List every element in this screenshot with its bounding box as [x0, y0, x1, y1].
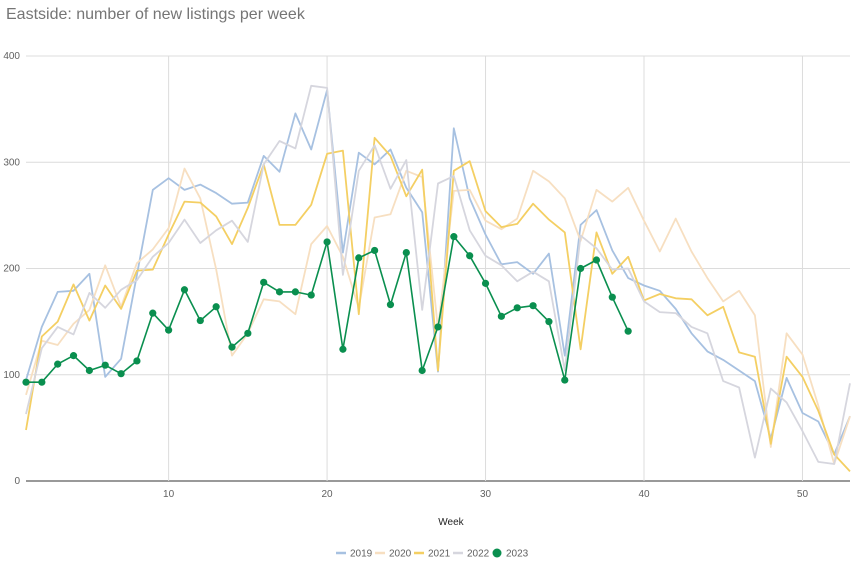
- y-tick-label: 200: [3, 264, 20, 275]
- x-axis-label: Week: [438, 517, 464, 528]
- legend-marker: [492, 548, 502, 558]
- data-point-2023: [101, 361, 109, 369]
- x-tick-label: 20: [322, 489, 334, 500]
- data-point-2023: [212, 303, 220, 311]
- axes: 0 100 200 300 400 10 20 30 40 50 Week: [3, 51, 808, 528]
- x-tick-label: 40: [638, 489, 650, 500]
- legend-item-2022: 2022: [453, 549, 490, 560]
- legend-label: 2021: [428, 549, 451, 560]
- series-line-2019: [25, 89, 851, 456]
- data-point-2023: [355, 254, 363, 262]
- y-tick-label: 300: [3, 157, 20, 168]
- legend-item-2020: 2020: [375, 549, 412, 560]
- series-2019: [25, 89, 851, 456]
- data-point-2023: [402, 248, 410, 257]
- legend-label: 2022: [467, 549, 490, 560]
- data-point-2023: [624, 327, 632, 335]
- data-point-2023: [69, 352, 78, 360]
- data-point-2023: [450, 233, 458, 241]
- data-point-2023: [117, 370, 125, 378]
- data-point-2023: [339, 345, 347, 353]
- series-2021: [25, 136, 851, 473]
- data-point-2023: [561, 376, 569, 384]
- legend: 2019 2020 2021 2022 2023: [336, 548, 529, 560]
- data-point-2023: [149, 309, 157, 317]
- data-point-2023: [371, 246, 379, 255]
- x-tick-label: 30: [480, 489, 492, 500]
- series-2022: [25, 84, 851, 465]
- data-point-2023: [418, 366, 426, 375]
- legend-item-2023: 2023: [492, 548, 529, 560]
- data-point-2023: [275, 288, 284, 296]
- data-point-2023: [577, 264, 585, 273]
- data-point-2023: [481, 279, 490, 287]
- grid: [26, 55, 850, 482]
- data-point-2023: [180, 286, 189, 294]
- data-point-2023: [592, 256, 601, 264]
- data-point-2023: [466, 252, 474, 260]
- series-lines: [22, 84, 851, 473]
- data-point-2023: [497, 312, 505, 320]
- data-point-2023: [38, 378, 46, 386]
- legend-item-2019: 2019: [336, 549, 373, 560]
- data-point-2023: [165, 326, 173, 334]
- data-point-2023: [291, 288, 299, 296]
- data-point-2023: [323, 238, 331, 246]
- legend-label: 2020: [389, 549, 412, 560]
- data-point-2023: [260, 278, 268, 286]
- data-point-2023: [133, 357, 141, 365]
- data-point-2023: [196, 316, 204, 325]
- data-point-2023: [307, 291, 315, 299]
- y-tick-label: 0: [14, 476, 20, 487]
- legend-label: 2023: [506, 549, 529, 560]
- x-tick-label: 10: [163, 489, 175, 500]
- data-point-2023: [386, 301, 395, 309]
- legend-label: 2019: [350, 549, 373, 560]
- series-line-2021: [25, 136, 851, 473]
- series-line-2022: [25, 84, 851, 465]
- y-tick-label: 100: [3, 370, 20, 381]
- data-point-2023: [434, 323, 442, 331]
- x-tick-label: 50: [797, 489, 809, 500]
- y-tick-label: 400: [3, 51, 20, 62]
- data-point-2023: [529, 302, 537, 310]
- data-point-2023: [228, 343, 236, 351]
- series-2023: [22, 233, 632, 386]
- legend-item-2021: 2021: [414, 549, 451, 560]
- data-point-2023: [85, 366, 93, 375]
- data-point-2023: [244, 329, 252, 337]
- data-point-2023: [545, 318, 553, 326]
- data-point-2023: [608, 293, 616, 301]
- chart-title: Eastside: number of new listings per wee…: [6, 6, 305, 23]
- data-point-2023: [22, 378, 30, 386]
- data-point-2023: [513, 304, 521, 312]
- data-point-2023: [54, 360, 62, 368]
